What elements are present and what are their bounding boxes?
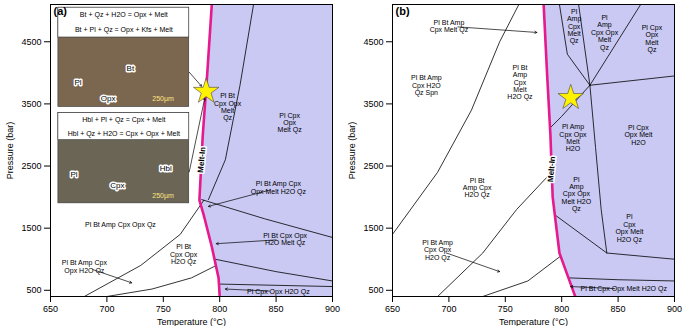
- svg-text:PlAmpCpx OpxMelt H2OQz: PlAmpCpx OpxMelt H2OQz: [562, 176, 592, 213]
- svg-text:Temperature (°C): Temperature (°C): [157, 317, 226, 326]
- svg-text:2500: 2500: [21, 161, 41, 171]
- svg-text:Bt: Bt: [127, 64, 135, 73]
- svg-text:250µm: 250µm: [152, 95, 174, 103]
- svg-text:Pressure (bar): Pressure (bar): [5, 122, 15, 180]
- svg-text:Pl Bt AmpCpx H2OQz Spn: Pl Bt AmpCpx H2OQz Spn: [411, 74, 442, 97]
- svg-text:Pl AmpCpx OpxMeltH2O: Pl AmpCpx OpxMeltH2O: [559, 123, 587, 152]
- svg-text:4500: 4500: [363, 37, 383, 47]
- svg-text:Opx: Opx: [101, 94, 116, 103]
- svg-text:Pl BtAmpCpxMeltH2O Qz: Pl BtAmpCpxMeltH2O Qz: [507, 64, 533, 101]
- svg-text:Bt + Pl + Qz = Opx + Kfs + Mel: Bt + Pl + Qz = Opx + Kfs + Melt: [75, 26, 173, 34]
- svg-text:850: 850: [269, 304, 284, 314]
- svg-text:Melt-In: Melt-In: [196, 146, 207, 173]
- svg-text:PlAmpCpx OpxMeltQz: PlAmpCpx OpxMeltQz: [591, 14, 619, 51]
- svg-text:700: 700: [441, 304, 456, 314]
- svg-text:1500: 1500: [363, 223, 383, 233]
- svg-text:850: 850: [611, 304, 626, 314]
- svg-text:Pl Cpx Opx H2O Qz: Pl Cpx Opx H2O Qz: [247, 288, 310, 296]
- svg-text:1500: 1500: [21, 223, 41, 233]
- svg-text:Pl BtCpx OpxH2O Qz: Pl BtCpx OpxH2O Qz: [170, 243, 198, 266]
- svg-text:650: 650: [385, 304, 400, 314]
- svg-text:Pl CpxOpxMeltQz: Pl CpxOpxMeltQz: [642, 24, 663, 54]
- svg-text:Pl Bt Amp Cpx Opx Qz: Pl Bt Amp Cpx Opx Qz: [85, 221, 156, 229]
- svg-text:Pl Bt AmpCpx Melt Qz: Pl Bt AmpCpx Melt Qz: [430, 19, 469, 34]
- svg-text:650: 650: [43, 304, 58, 314]
- svg-text:PlCpxOpx MeltH2O Qz: PlCpxOpx MeltH2O Qz: [615, 213, 643, 243]
- svg-text:500: 500: [368, 285, 383, 295]
- svg-text:PlAmpCpxMeltQz: PlAmpCpxMeltQz: [567, 8, 582, 45]
- svg-text:Bt + Qz + H2O = Opx + Melt: Bt + Qz + H2O = Opx + Melt: [80, 11, 168, 19]
- svg-text:Pl CpxOpxMelt Qz: Pl CpxOpxMelt Qz: [278, 112, 303, 135]
- svg-text:3500: 3500: [363, 99, 383, 109]
- svg-text:Hbl + Pl + Qz = Cpx + Melt: Hbl + Pl + Qz = Cpx + Melt: [82, 116, 165, 124]
- svg-text:Pressure (bar): Pressure (bar): [347, 122, 357, 180]
- svg-text:700: 700: [99, 304, 114, 314]
- svg-text:Melt-In: Melt-In: [546, 156, 557, 183]
- svg-text:Cpx: Cpx: [110, 181, 124, 190]
- svg-text:Pl BtCpx OpxMeltQz: Pl BtCpx OpxMeltQz: [214, 92, 242, 122]
- svg-text:Pl Bt Cpx OpxH2O Melt Qz: Pl Bt Cpx OpxH2O Melt Qz: [263, 232, 307, 247]
- svg-text:750: 750: [156, 304, 171, 314]
- svg-text:250µm: 250µm: [152, 192, 174, 200]
- svg-text:(a): (a): [54, 5, 68, 17]
- svg-text:900: 900: [325, 304, 340, 314]
- svg-text:500: 500: [26, 285, 41, 295]
- svg-text:Pl BtAmp CpxH2O Qz: Pl BtAmp CpxH2O Qz: [463, 177, 492, 200]
- svg-text:800: 800: [212, 304, 227, 314]
- svg-text:Pl Bt Cpx Opx Melt H2O Qz: Pl Bt Cpx Opx Melt H2O Qz: [581, 285, 668, 293]
- svg-text:800: 800: [554, 304, 569, 314]
- svg-text:4500: 4500: [21, 37, 41, 47]
- svg-text:Pl Bt Amp CpxOpx H2O Qz: Pl Bt Amp CpxOpx H2O Qz: [62, 259, 108, 274]
- svg-text:Hbl + Qz + H2O = Cpx + Opx + M: Hbl + Qz + H2O = Cpx + Opx + Melt: [68, 130, 180, 138]
- svg-text:2500: 2500: [363, 161, 383, 171]
- svg-text:Pl: Pl: [71, 170, 78, 179]
- svg-text:Hbl: Hbl: [160, 164, 172, 173]
- svg-text:Pl Bt AmpCpx OpxH2O Qz: Pl Bt AmpCpx OpxH2O Qz: [422, 239, 453, 262]
- svg-text:Pl: Pl: [74, 78, 81, 87]
- svg-text:900: 900: [667, 304, 682, 314]
- svg-text:Pl Bt Amp CpxOpx Melt H2O Qz: Pl Bt Amp CpxOpx Melt H2O Qz: [251, 180, 307, 195]
- svg-text:(b): (b): [396, 5, 410, 17]
- svg-text:Temperature (°C): Temperature (°C): [499, 317, 568, 326]
- svg-text:750: 750: [498, 304, 513, 314]
- svg-text:Pl CpxOpx MeltH2O: Pl CpxOpx MeltH2O: [624, 124, 652, 146]
- svg-text:3500: 3500: [21, 99, 41, 109]
